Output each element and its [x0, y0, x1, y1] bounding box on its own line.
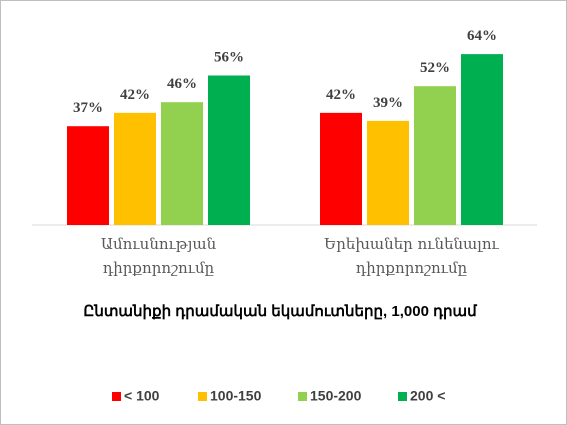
data-label: 52% [420, 60, 450, 76]
bar [461, 54, 503, 226]
data-label: 42% [326, 87, 356, 103]
legend-swatch [198, 392, 207, 401]
legend-swatch [298, 392, 307, 401]
data-label: 56% [214, 49, 244, 65]
bar [161, 102, 203, 225]
data-label: 39% [373, 95, 403, 111]
bar [114, 112, 156, 225]
data-label: 37% [73, 100, 103, 116]
data-label: 64% [467, 28, 497, 44]
legend-label: 200 < [410, 388, 445, 404]
legend-label: 150-200 [310, 388, 362, 404]
bar [414, 86, 456, 225]
legend-label: 100-150 [210, 388, 262, 404]
bar [208, 75, 250, 225]
legend-label: < 100 [124, 388, 160, 404]
legend-swatch [398, 392, 407, 401]
bar [67, 126, 109, 225]
x-axis-label: Ընտանիքի դրամական եկամուտները, 1,000 դրա… [83, 303, 477, 320]
legend-swatch [112, 392, 121, 401]
x-tick-label: Ամուսնության դիրքորոշումը [100, 235, 217, 277]
data-label: 42% [120, 87, 150, 103]
bar [367, 120, 409, 225]
data-label: 46% [167, 76, 197, 92]
x-tick-label: Երեխաներ ունենալու դիրքորոշումը [324, 235, 499, 277]
bar [320, 112, 362, 225]
